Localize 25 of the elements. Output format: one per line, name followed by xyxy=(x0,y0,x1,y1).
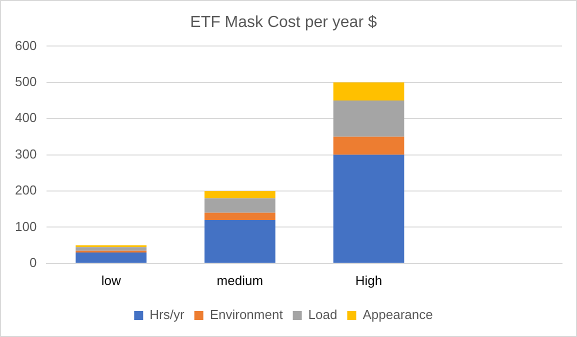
x-tick-label: High xyxy=(355,272,382,288)
bar xyxy=(333,154,404,263)
legend-label: Appearance xyxy=(362,307,433,322)
bar xyxy=(204,191,276,198)
y-tick-label: 0 xyxy=(29,254,37,270)
y-tick-label: 100 xyxy=(14,218,37,234)
chart-title: ETF Mask Cost per year $ xyxy=(190,14,377,32)
bar xyxy=(204,220,276,263)
legend-label: Hrs/yr xyxy=(150,307,185,322)
bar xyxy=(76,252,147,263)
legend-label: Environment xyxy=(210,307,284,322)
y-tick-label: 600 xyxy=(14,38,37,53)
bar xyxy=(76,247,147,251)
y-tick-label: 400 xyxy=(14,110,37,126)
y-tick-label: 500 xyxy=(14,74,37,89)
bar xyxy=(204,212,276,220)
y-tick-label: 300 xyxy=(14,146,37,162)
bar xyxy=(204,198,276,213)
legend-label: Load xyxy=(308,307,338,322)
y-tick-label: 200 xyxy=(14,182,37,198)
x-tick-label: low xyxy=(101,272,122,288)
bar xyxy=(333,82,404,100)
x-tick-label: medium xyxy=(216,272,264,288)
bar xyxy=(333,100,404,137)
bar xyxy=(333,136,404,155)
